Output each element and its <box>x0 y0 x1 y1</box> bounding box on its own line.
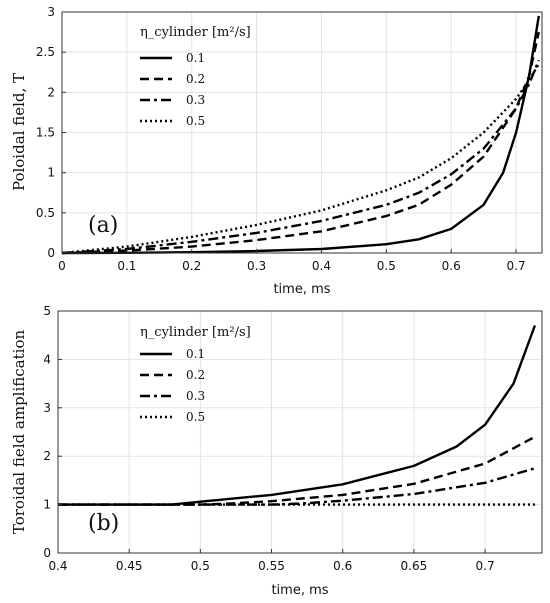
panel-b-series-line-0.3 <box>58 467 536 506</box>
panel-a-y-tick-label: 0 <box>47 246 55 260</box>
panel-a-y-tick-label: 1.5 <box>36 126 55 140</box>
panel-b-y-tick-label: 1 <box>43 498 51 512</box>
panel-b-x-tick-label: 0.55 <box>258 559 285 573</box>
panel-a-y-ticks: 0 0.5 1 1.5 2 2.5 3 <box>36 5 66 260</box>
panel-a-y-tick-label: 3 <box>47 5 55 19</box>
panel-a-legend-label-0.2: 0.2 <box>186 72 205 86</box>
panel-b-series-group <box>58 325 537 506</box>
panel-a-x-tick-label: 0.4 <box>312 259 331 273</box>
panel-b-y-tick-label: 2 <box>43 449 51 463</box>
panel-a-x-tick-label: 0.2 <box>182 259 201 273</box>
panel-b-legend-label-0.5: 0.5 <box>186 410 205 424</box>
panel-a-legend-title: η_cylinder [m²/s] <box>140 25 251 40</box>
panel-a-grid <box>61 11 542 254</box>
panel-a-x-tick-label: 0 <box>58 259 66 273</box>
panel-b-legend-label-0.1: 0.1 <box>186 347 205 361</box>
panel-a-x-label: time, ms <box>273 282 330 297</box>
panel-b-legend-title: η_cylinder [m²/s] <box>140 325 251 340</box>
panel-b-y-tick-label: 4 <box>43 352 51 366</box>
panel-b-legend-entries: 0.1 0.2 0.3 0.5 <box>140 347 205 424</box>
panel-b-x-tick-label: 0.6 <box>333 559 352 573</box>
panel-b-x-tick-label: 0.65 <box>401 559 428 573</box>
panel-a-y-tick-label: 1 <box>47 166 55 180</box>
panel-b-y-ticks: 0 1 2 3 4 5 <box>43 304 62 560</box>
panel-a-y-label: Poloidal field, T <box>10 73 28 191</box>
panel-b: 0.4 0.45 0.5 0.55 0.6 0.65 0.7 0 1 2 3 4 5 time, ms… <box>10 304 543 598</box>
panel-a-x-tick-label: 0.6 <box>442 259 461 273</box>
panel-a-legend: η_cylinder [m²/s] 0.1 0.2 0.3 0.5 <box>140 25 251 128</box>
panel-a: 0 0.1 0.2 0.3 0.4 0.5 0.6 0.7 0 0.5 1 1.5 2 2.5 3 tim… <box>10 5 543 297</box>
panel-b-x-tick-label: 0.45 <box>116 559 143 573</box>
panel-b-legend: η_cylinder [m²/s] 0.1 0.2 0.3 0.5 <box>140 325 251 424</box>
panel-a-legend-label-0.5: 0.5 <box>186 114 205 128</box>
panel-b-x-tick-label: 0.7 <box>476 559 495 573</box>
panel-a-x-tick-label: 0.3 <box>247 259 266 273</box>
panel-b-y-tick-label: 5 <box>43 304 51 318</box>
panel-b-series-line-0.2 <box>58 435 536 506</box>
panel-a-x-tick-label: 0.7 <box>507 259 526 273</box>
panel-b-tag: (b) <box>88 511 119 536</box>
panel-a-series-line-0.5 <box>61 63 540 255</box>
panel-a-x-ticks: 0 0.1 0.2 0.3 0.4 0.5 0.6 0.7 <box>58 249 526 273</box>
panel-b-grid <box>57 310 542 554</box>
panel-b-x-tick-label: 0.4 <box>48 559 67 573</box>
panel-b-y-tick-label: 3 <box>43 401 51 415</box>
panel-a-series-line-0.2 <box>61 31 540 255</box>
panel-b-x-ticks: 0.4 0.45 0.5 0.55 0.6 0.65 0.7 <box>48 549 495 573</box>
panel-a-x-tick-label: 0.1 <box>117 259 136 273</box>
panel-a-series-line-0.1 <box>61 15 540 255</box>
panel-a-legend-label-0.3: 0.3 <box>186 93 205 107</box>
panel-b-legend-label-0.2: 0.2 <box>186 368 205 382</box>
panel-a-x-tick-label: 0.5 <box>377 259 396 273</box>
panel-a-y-tick-label: 2 <box>47 85 55 99</box>
panel-a-y-tick-label: 2.5 <box>36 45 55 59</box>
panel-a-legend-entries: 0.1 0.2 0.3 0.5 <box>140 51 205 128</box>
panel-b-y-label: Toroidal field amplification <box>10 330 28 535</box>
panel-b-frame <box>57 310 543 554</box>
panel-a-y-tick-label: 0.5 <box>36 206 55 220</box>
panel-a-tag: (a) <box>88 213 118 238</box>
panel-a-series-line-0.3 <box>61 59 540 255</box>
panel-a-legend-label-0.1: 0.1 <box>186 51 205 65</box>
panel-b-x-tick-label: 0.5 <box>191 559 210 573</box>
panel-b-legend-label-0.3: 0.3 <box>186 389 205 403</box>
panel-a-series-group <box>61 15 540 255</box>
panel-b-y-tick-label: 0 <box>43 546 51 560</box>
panel-b-x-label: time, ms <box>271 583 328 598</box>
